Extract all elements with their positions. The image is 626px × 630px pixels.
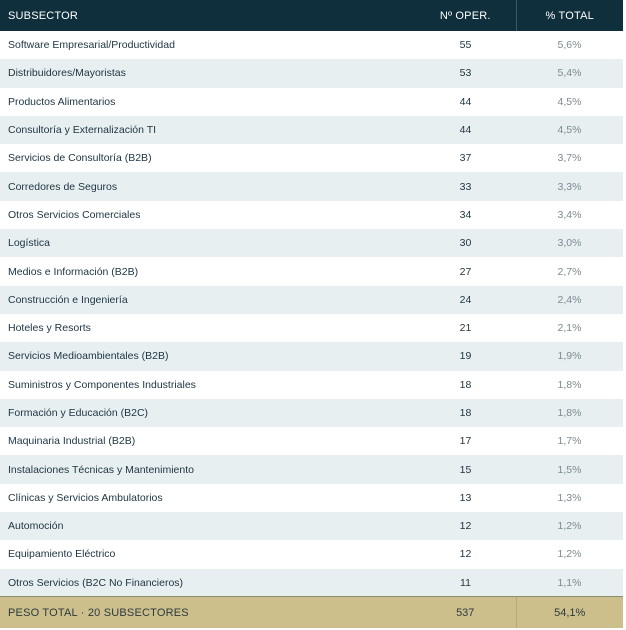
operations-count-cell: 17: [415, 427, 516, 456]
operations-count-cell: 21: [415, 313, 516, 343]
percent-total-cell: 4,5%: [516, 115, 623, 145]
subsector-name-cell: Otros Servicios (B2C No Financieros): [0, 568, 415, 597]
subsector-name-cell: Productos Alimentarios: [0, 87, 415, 116]
percent-total-cell: 2,1%: [516, 313, 623, 343]
percent-total-cell: 1,3%: [516, 483, 623, 513]
table-row: Corredores de Seguros 33 3,3%: [0, 172, 623, 201]
percent-total-cell: 1,2%: [516, 540, 623, 569]
operations-count-cell: 12: [415, 540, 516, 569]
subsector-name-cell: Medios e Información (B2B): [0, 257, 415, 286]
percent-total-cell: 1,2%: [516, 512, 623, 541]
subsector-name-cell: Formación y Educación (B2C): [0, 398, 415, 428]
table-row: Otros Servicios Comerciales 34 3,4%: [0, 200, 623, 230]
subsector-name-cell: Hoteles y Resorts: [0, 313, 415, 343]
table-row: Otros Servicios (B2C No Financieros) 11 1,…: [0, 568, 623, 597]
operations-count-cell: 27: [415, 257, 516, 286]
operations-count-cell: 34: [415, 200, 516, 230]
column-header-operations: Nº OPER.: [415, 0, 516, 31]
operations-count-cell: 37: [415, 144, 516, 173]
operations-count-cell: 18: [415, 370, 516, 399]
percent-total-cell: 1,9%: [516, 342, 623, 371]
table-row: Servicios de Consultoría (B2B) 37 3,7%: [0, 144, 623, 173]
table-row: Instalaciones Técnicas y Mantenimiento 15…: [0, 455, 623, 484]
table-row: Equipamiento Eléctrico 12 1,2%: [0, 540, 623, 569]
operations-count-cell: 18: [415, 398, 516, 428]
subsector-name-cell: Equipamiento Eléctrico: [0, 540, 415, 569]
total-label: PESO TOTAL · 20 SUBSECTORES: [0, 596, 415, 628]
percent-total-cell: 3,3%: [516, 172, 623, 201]
percent-total-cell: 1,8%: [516, 370, 623, 399]
table-row: Formación y Educación (B2C) 18 1,8%: [0, 398, 623, 428]
subsector-name-cell: Servicios de Consultoría (B2B): [0, 144, 415, 173]
operations-count-cell: 44: [415, 87, 516, 116]
operations-count-cell: 55: [415, 31, 516, 60]
subsector-name-cell: Suministros y Componentes Industriales: [0, 370, 415, 399]
table-row: Maquinaria Industrial (B2B) 17 1,7%: [0, 427, 623, 456]
percent-total-cell: 5,4%: [516, 59, 623, 88]
table-header-row: SUBSECTOR Nº OPER. % TOTAL: [0, 0, 623, 31]
percent-total-cell: 4,5%: [516, 87, 623, 116]
percent-total-cell: 1,1%: [516, 568, 623, 597]
table-body: Software Empresarial/Productividad 55 5,6%…: [0, 31, 623, 597]
subsector-name-cell: Corredores de Seguros: [0, 172, 415, 201]
subsector-name-cell: Otros Servicios Comerciales: [0, 200, 415, 230]
subsector-name-cell: Automoción: [0, 512, 415, 541]
percent-total-cell: 5,6%: [516, 31, 623, 60]
subsector-name-cell: Consultoría y Externalización TI: [0, 115, 415, 145]
table-row: Hoteles y Resorts 21 2,1%: [0, 313, 623, 343]
operations-count-cell: 24: [415, 285, 516, 314]
table-row: Automoción 12 1,2%: [0, 512, 623, 541]
table-total-row: PESO TOTAL · 20 SUBSECTORES 537 54,1%: [0, 596, 623, 628]
table-row: Medios e Información (B2B) 27 2,7%: [0, 257, 623, 286]
percent-total-cell: 2,7%: [516, 257, 623, 286]
percent-total-cell: 3,0%: [516, 229, 623, 258]
subsector-name-cell: Construcción e Ingeniería: [0, 285, 415, 314]
operations-count-cell: 12: [415, 512, 516, 541]
operations-count-cell: 11: [415, 568, 516, 597]
subsector-name-cell: Logística: [0, 229, 415, 258]
table-row: Distribuidores/Mayoristas 53 5,4%: [0, 59, 623, 88]
operations-count-cell: 33: [415, 172, 516, 201]
table-row: Construcción e Ingeniería 24 2,4%: [0, 285, 623, 314]
table-row: Suministros y Componentes Industriales 18…: [0, 370, 623, 399]
subsector-name-cell: Servicios Medioambientales (B2B): [0, 342, 415, 371]
table-row: Software Empresarial/Productividad 55 5,6%: [0, 31, 623, 60]
table-row: Servicios Medioambientales (B2B) 19 1,9%: [0, 342, 623, 371]
table-row: Productos Alimentarios 44 4,5%: [0, 87, 623, 116]
subsector-name-cell: Maquinaria Industrial (B2B): [0, 427, 415, 456]
operations-count-cell: 15: [415, 455, 516, 484]
operations-count-cell: 30: [415, 229, 516, 258]
percent-total-cell: 2,4%: [516, 285, 623, 314]
percent-total-cell: 1,7%: [516, 427, 623, 456]
percent-total-cell: 1,8%: [516, 398, 623, 428]
operations-count-cell: 19: [415, 342, 516, 371]
total-operations: 537: [415, 596, 516, 628]
table-row: Logística 30 3,0%: [0, 229, 623, 258]
subsector-name-cell: Clínicas y Servicios Ambulatorios: [0, 483, 415, 513]
percent-total-cell: 1,5%: [516, 455, 623, 484]
subsector-name-cell: Distribuidores/Mayoristas: [0, 59, 415, 88]
table-row: Consultoría y Externalización TI 44 4,5%: [0, 115, 623, 145]
column-header-subsector: SUBSECTOR: [0, 0, 415, 31]
operations-count-cell: 53: [415, 59, 516, 88]
subsector-name-cell: Software Empresarial/Productividad: [0, 31, 415, 60]
subsector-name-cell: Instalaciones Técnicas y Mantenimiento: [0, 455, 415, 484]
percent-total-cell: 3,4%: [516, 200, 623, 230]
column-header-percent-total: % TOTAL: [515, 0, 623, 31]
percent-total-cell: 3,7%: [516, 144, 623, 173]
total-percent: 54,1%: [515, 596, 623, 628]
operations-count-cell: 13: [415, 483, 516, 513]
operations-count-cell: 44: [415, 115, 516, 145]
table-row: Clínicas y Servicios Ambulatorios 13 1,3%: [0, 483, 623, 513]
